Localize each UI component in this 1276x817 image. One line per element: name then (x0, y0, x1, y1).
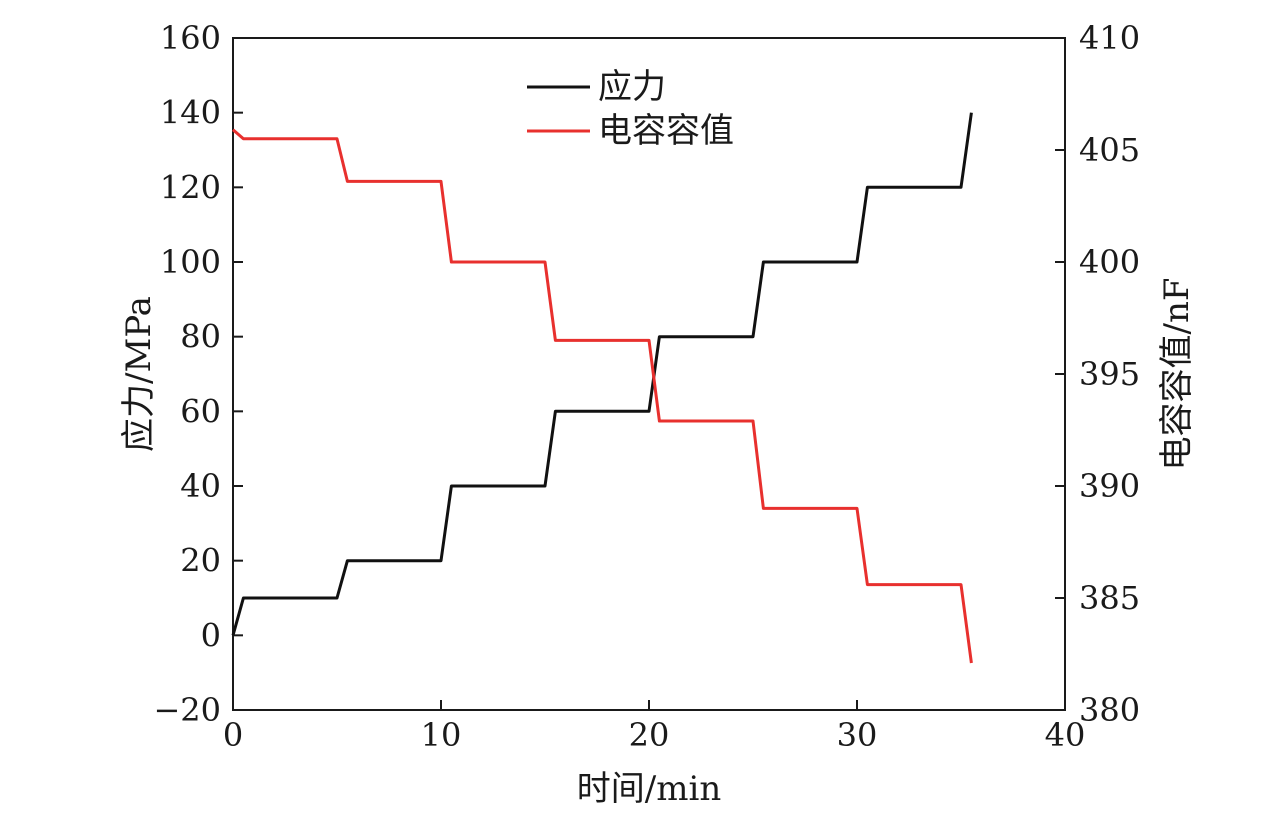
left-y-axis-title: 应力/MPa (119, 296, 159, 452)
left-y-tick-label: 0 (201, 616, 221, 654)
left-y-axis-ticks: −20 0 20 40 60 80 100 120 140 160 (153, 19, 243, 729)
x-tick-label: 30 (837, 716, 878, 754)
series-layer (231, 112, 973, 664)
x-axis-title: 时间/min (577, 769, 721, 809)
right-y-axis-title: 电容容值/nF (1157, 278, 1197, 471)
right-y-tick-label: 380 (1079, 691, 1140, 729)
legend-label-stress: 应力 (598, 67, 666, 107)
legend-label-capacitance: 电容容值 (598, 111, 734, 151)
right-y-tick-label: 390 (1079, 467, 1140, 505)
x-axis-ticks: 0 10 20 30 40 (223, 700, 1086, 754)
right-y-tick-label: 385 (1079, 579, 1140, 617)
left-y-tick-label: 120 (160, 168, 221, 206)
right-y-tick-label: 395 (1079, 355, 1140, 393)
left-y-tick-label: 80 (180, 318, 221, 356)
left-y-tick-label: −20 (153, 691, 221, 729)
right-y-tick-label: 400 (1079, 243, 1140, 281)
stress-series-line (231, 112, 973, 636)
right-y-tick-label: 410 (1079, 19, 1140, 57)
left-y-tick-label: 100 (160, 243, 221, 281)
left-y-tick-label: 20 (180, 542, 221, 580)
right-y-tick-label: 405 (1079, 131, 1140, 169)
x-tick-label: 10 (421, 716, 462, 754)
x-tick-label: 20 (629, 716, 670, 754)
left-y-tick-label: 60 (180, 392, 221, 430)
x-tick-label: 0 (223, 716, 243, 754)
right-y-axis-ticks: 380 385 390 395 400 405 410 (1055, 19, 1140, 729)
capacitance-series-line (232, 128, 973, 664)
left-y-tick-label: 160 (160, 19, 221, 57)
left-y-tick-label: 40 (180, 467, 221, 505)
left-y-tick-label: 140 (160, 94, 221, 132)
legend: 应力 电容容值 (527, 67, 734, 151)
x-tick-label: 40 (1045, 716, 1086, 754)
